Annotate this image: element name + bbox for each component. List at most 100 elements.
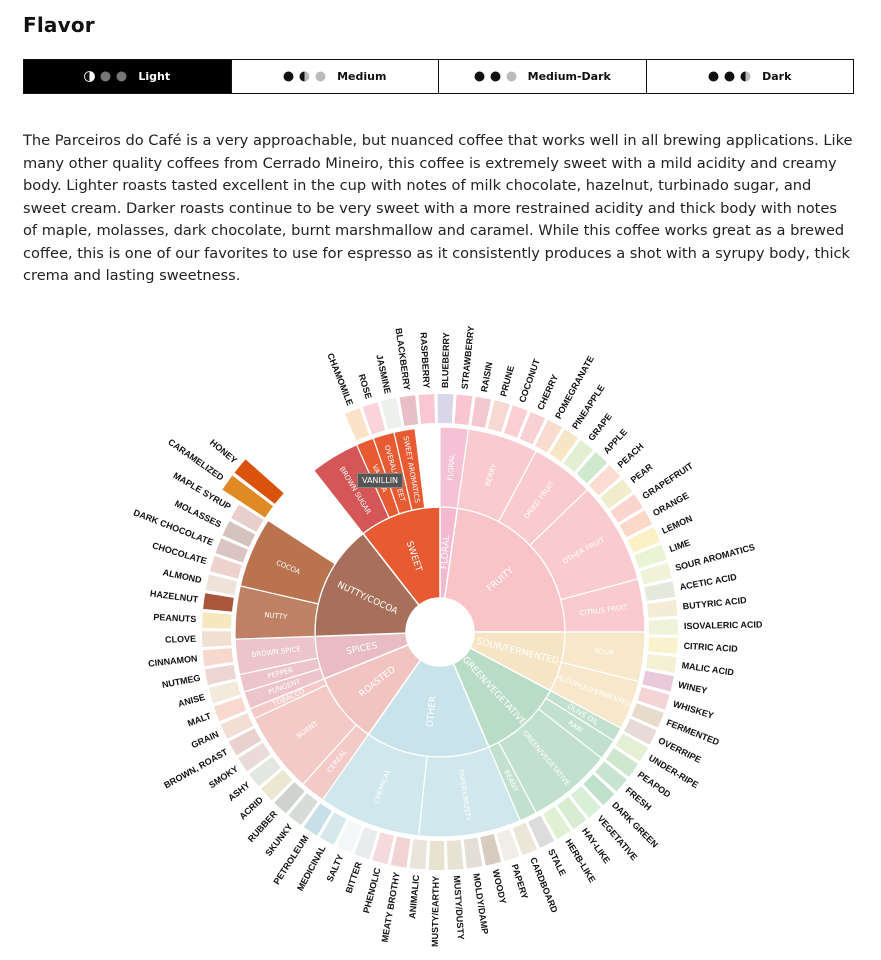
flavor-bar[interactable]	[238, 742, 271, 772]
flavor-bar[interactable]	[454, 394, 473, 425]
flavor-bar[interactable]	[527, 815, 555, 848]
flavor-bar[interactable]	[215, 538, 248, 563]
subcategory-segment[interactable]	[239, 519, 336, 605]
flavor-bar[interactable]	[354, 826, 378, 860]
flavor-bar[interactable]	[487, 400, 510, 433]
flavor-bar[interactable]	[202, 631, 232, 648]
flavor-bar[interactable]	[228, 728, 262, 756]
flavor-bar[interactable]	[288, 793, 318, 826]
flavor-bar[interactable]	[208, 681, 241, 704]
flavor-bar[interactable]	[213, 697, 247, 722]
flavor-bar[interactable]	[222, 475, 274, 518]
flavor-bar[interactable]	[634, 544, 667, 569]
flavor-bar[interactable]	[303, 803, 332, 836]
flavor-bar[interactable]	[627, 527, 661, 553]
flavor-bar[interactable]	[203, 593, 234, 612]
flavor-bar[interactable]	[605, 747, 639, 777]
flavor-wheel: FLORAL FRUITY SOUR/FERMENTED GREEN/VEGETATI…	[130, 295, 763, 955]
flavor-bar[interactable]	[570, 786, 601, 818]
flavor-bar[interactable]	[205, 574, 238, 596]
flavor-bar[interactable]	[390, 836, 411, 868]
flavor-bar[interactable]	[209, 556, 242, 579]
flavor-bar[interactable]	[647, 599, 678, 618]
flavor-bar[interactable]	[619, 510, 653, 538]
flavor-bar[interactable]	[409, 839, 428, 870]
flavor-bar[interactable]	[503, 405, 528, 438]
flavor-bar[interactable]	[418, 394, 435, 424]
flavor-label: HAZELNUT	[149, 588, 199, 604]
flavor-label: STALE	[546, 847, 568, 877]
flavor-bar[interactable]	[202, 612, 232, 629]
tab-label: Medium	[337, 70, 387, 83]
tab-medium[interactable]: Medium	[230, 60, 439, 93]
flavor-bar[interactable]	[644, 581, 676, 601]
flavor-bar[interactable]	[372, 832, 394, 865]
flavor-bar[interactable]	[319, 812, 347, 845]
flavor-bar[interactable]	[631, 703, 664, 728]
flavor-label: PEANUTS	[153, 612, 196, 624]
flavor-bar[interactable]	[446, 839, 464, 870]
flavor-bar[interactable]	[204, 664, 237, 685]
flavor-bar[interactable]	[380, 398, 402, 430]
flavor-bar[interactable]	[202, 648, 234, 667]
flavor-bar[interactable]	[648, 637, 678, 654]
roast-level-tabs: Light Medium Medium-Dark	[23, 59, 854, 94]
flavor-bar[interactable]	[222, 521, 256, 548]
flavor-bar[interactable]	[399, 395, 419, 427]
flavor-bar[interactable]	[534, 419, 562, 453]
flavor-bar[interactable]	[480, 833, 502, 866]
flavor-bar[interactable]	[645, 654, 677, 673]
flavor-bar[interactable]	[639, 562, 672, 585]
flavor-label: CHAMOMILE	[325, 352, 355, 407]
flavor-bar[interactable]	[549, 429, 578, 462]
flavor-bar[interactable]	[512, 822, 538, 856]
subcategory-segment[interactable]	[393, 427, 426, 511]
flavor-bar[interactable]	[234, 459, 284, 504]
flavor-label: ISOVALERIC ACID	[684, 619, 763, 631]
flavor-bar[interactable]	[336, 820, 362, 853]
tab-light[interactable]: Light	[24, 60, 231, 93]
flavor-bar[interactable]	[471, 396, 492, 428]
flavor-bar[interactable]	[519, 412, 546, 445]
flavor-bar[interactable]	[588, 465, 621, 496]
tab-label: Light	[138, 70, 171, 83]
flavor-bar[interactable]	[563, 440, 594, 472]
flavor-label: LEMON	[660, 513, 694, 535]
flavor-label: MALT	[186, 711, 213, 729]
roast-dots-icon	[708, 71, 752, 82]
flavor-bar[interactable]	[344, 408, 370, 441]
flavor-label: ANIMALIC	[407, 874, 421, 919]
flavor-label: BLACKBERRY	[394, 327, 413, 390]
flavor-bar[interactable]	[583, 774, 615, 806]
flavor-bar[interactable]	[610, 494, 643, 523]
flavor-bar[interactable]	[362, 402, 386, 435]
flavor-bar[interactable]	[274, 781, 305, 814]
flavor-bar[interactable]	[231, 504, 264, 532]
flavor-label: NUTMEG	[161, 673, 201, 690]
flavor-label: FRESH	[624, 785, 654, 812]
flavor-bar[interactable]	[615, 733, 648, 762]
flavor-bar[interactable]	[428, 840, 445, 870]
flavor-bar[interactable]	[557, 796, 587, 830]
page-title: Flavor	[23, 13, 95, 37]
flavor-bar[interactable]	[463, 837, 483, 869]
flavor-bar[interactable]	[648, 618, 679, 635]
flavor-bar[interactable]	[220, 713, 254, 739]
flavor-bar[interactable]	[249, 756, 281, 787]
flavor-bar[interactable]	[542, 806, 571, 840]
flavor-bar[interactable]	[624, 718, 657, 745]
flavor-label: LIME	[668, 537, 692, 554]
flavor-bar[interactable]	[261, 769, 293, 801]
tab-dark[interactable]: Dark	[645, 60, 854, 93]
flavor-label: WOODY	[491, 868, 509, 904]
flavor-bar[interactable]	[637, 687, 670, 710]
flavor-bar[interactable]	[437, 394, 454, 424]
flavor-bar[interactable]	[595, 761, 627, 792]
flavor-bar[interactable]	[496, 829, 520, 862]
tab-label: Dark	[762, 70, 792, 83]
tab-medium-dark[interactable]: Medium-Dark	[438, 60, 646, 93]
flavor-bar[interactable]	[576, 451, 608, 484]
category-label: FLORAL	[440, 535, 452, 570]
flavor-bar[interactable]	[600, 479, 633, 509]
flavor-bar[interactable]	[642, 670, 674, 692]
